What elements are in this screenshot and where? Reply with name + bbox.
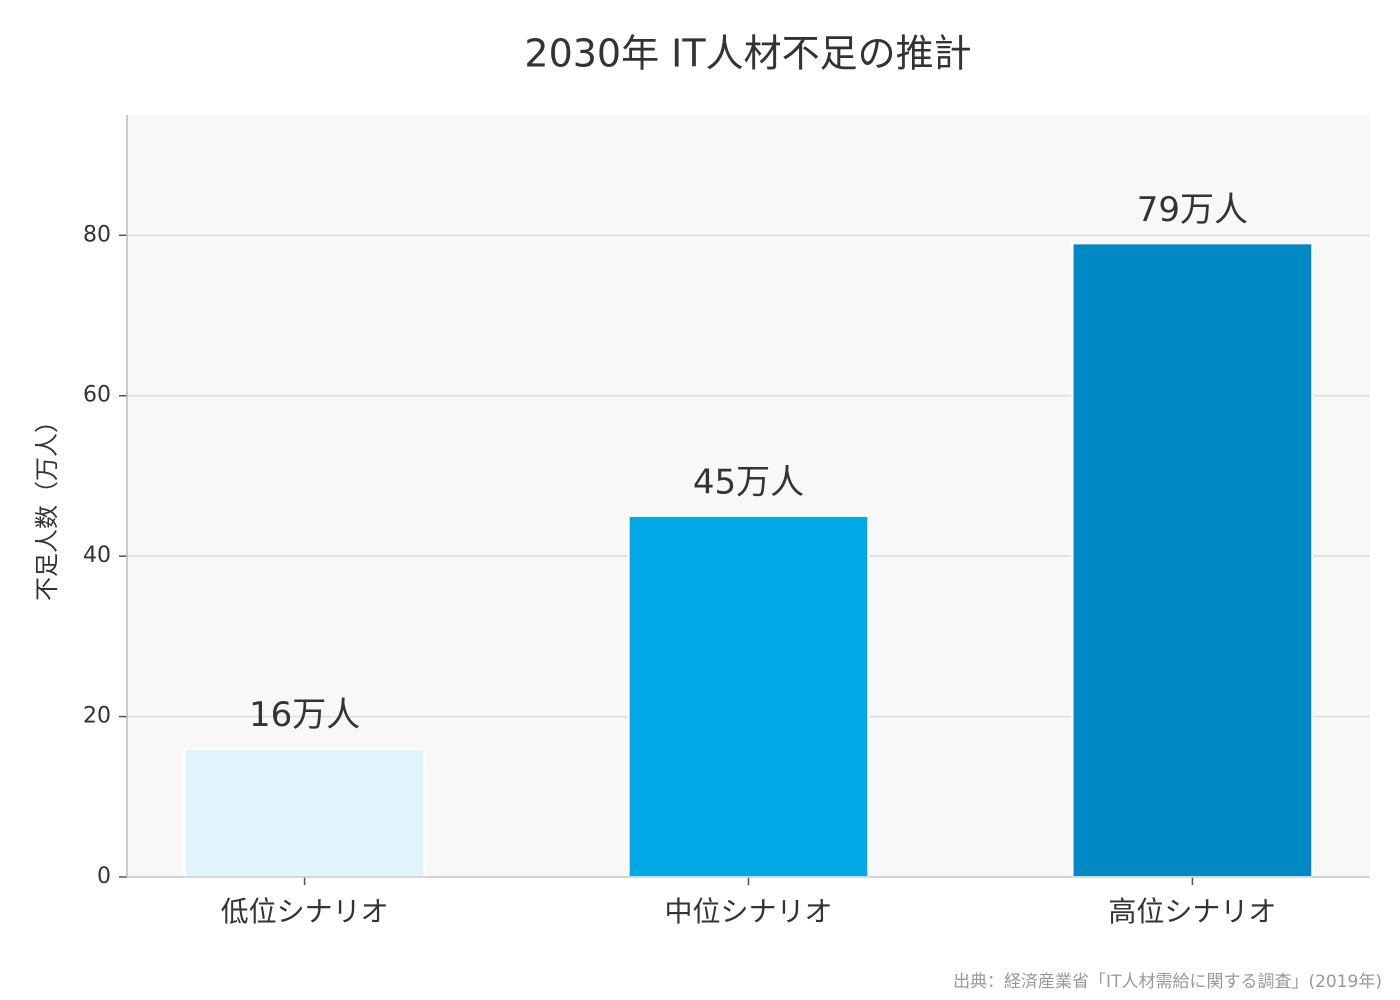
x-tick-label: 中位シナリオ bbox=[664, 895, 832, 928]
y-tick-label: 80 bbox=[83, 222, 111, 247]
y-axis-label: 不足人数（万人） bbox=[33, 409, 61, 601]
bar bbox=[183, 747, 426, 878]
y-tick-label: 20 bbox=[83, 704, 111, 729]
bar bbox=[1071, 242, 1314, 878]
y-tick-label: 40 bbox=[83, 543, 111, 568]
chart-title: 2030年 IT人材不足の推計 bbox=[524, 32, 971, 76]
bar bbox=[627, 515, 870, 878]
source-note: 出典：経済産業省「IT人材需給に関する調査」(2019年) bbox=[953, 972, 1382, 992]
y-tick-label: 0 bbox=[97, 864, 111, 889]
data-label: 16万人 bbox=[249, 695, 360, 735]
x-tick-label: 高位シナリオ bbox=[1108, 895, 1276, 928]
y-tick-label: 60 bbox=[83, 383, 111, 408]
data-label: 79万人 bbox=[1137, 190, 1248, 230]
data-label: 45万人 bbox=[693, 463, 804, 503]
x-tick-label: 低位シナリオ bbox=[221, 895, 389, 928]
